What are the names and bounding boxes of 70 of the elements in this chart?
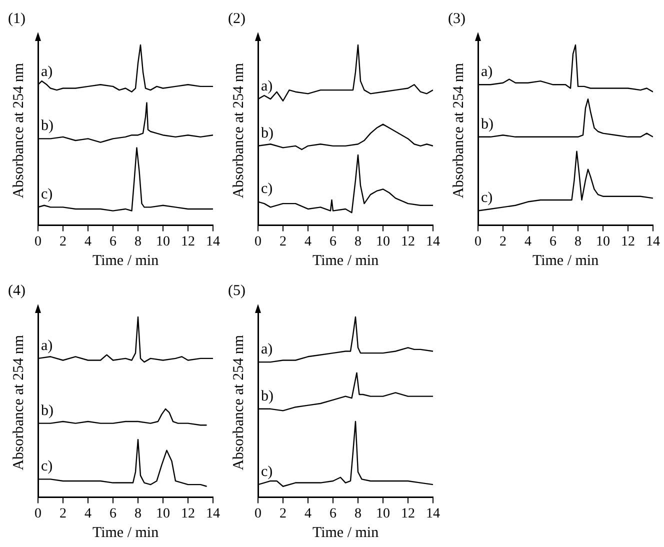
series-label: c)	[41, 186, 53, 203]
series-label: b)	[261, 125, 274, 142]
x-tick-label: 2	[60, 506, 66, 522]
x-tick-label: 12	[621, 234, 635, 250]
x-tick-label: 6	[550, 234, 556, 250]
x-tick-label: 4	[524, 234, 532, 250]
series-label: a)	[261, 341, 273, 358]
series-label: b)	[481, 116, 494, 132]
x-axis-title: Time / min	[532, 252, 600, 269]
x-tick-label: 6	[110, 506, 116, 522]
x-tick-label: 0	[474, 234, 482, 250]
x-tick-label: 12	[181, 234, 195, 250]
x-axis-title: Time / min	[92, 524, 160, 541]
x-tick-label: 2	[500, 234, 506, 250]
x-tick-label: 2	[280, 234, 286, 250]
x-tick-label: 8	[354, 234, 362, 250]
x-tick-label: 12	[181, 506, 195, 522]
x-tick-label: 4	[84, 234, 92, 250]
series-label: c)	[261, 464, 273, 480]
x-tick-label: 10	[596, 234, 610, 250]
x-tick-label: 2	[60, 234, 66, 250]
y-axis-title: Absorbance at 254 nm	[10, 62, 27, 198]
x-tick-label: 10	[156, 234, 170, 250]
series-label: a)	[261, 78, 273, 95]
x-tick-label: 4	[304, 234, 312, 250]
x-tick-label: 6	[330, 234, 336, 250]
x-tick-label: 14	[426, 234, 440, 250]
x-tick-label: 4	[84, 506, 92, 522]
x-tick-label: 14	[206, 234, 220, 250]
x-tick-label: 10	[376, 506, 390, 522]
x-tick-label: 0	[254, 506, 262, 522]
x-tick-label: 14	[426, 506, 440, 522]
x-tick-label: 8	[574, 234, 582, 250]
chart-title: (3)	[448, 10, 466, 29]
series-label: c)	[481, 190, 493, 206]
series-label: c)	[261, 181, 273, 198]
x-tick-label: 0	[254, 234, 262, 250]
x-tick-label: 2	[280, 506, 286, 522]
x-tick-label: 0	[34, 506, 42, 522]
x-tick-label: 6	[330, 506, 336, 522]
x-tick-label: 6	[110, 234, 116, 250]
series-label: a)	[41, 338, 53, 354]
series-label: a)	[41, 64, 53, 80]
y-axis-title: Absorbance at 254 nm	[230, 334, 247, 470]
series-label: b)	[41, 402, 54, 419]
x-tick-label: 12	[401, 506, 415, 522]
x-tick-label: 12	[401, 234, 415, 250]
chart-title: (4)	[8, 282, 26, 301]
y-axis-title: Absorbance at 254 nm	[10, 334, 27, 470]
x-axis-title: Time / min	[312, 252, 380, 269]
x-tick-label: 8	[354, 506, 362, 522]
x-tick-label: 10	[376, 234, 390, 250]
series-label: b)	[261, 388, 274, 404]
x-tick-label: 8	[134, 234, 142, 250]
x-axis-title: Time / min	[312, 524, 380, 541]
x-tick-label: 14	[206, 506, 220, 522]
chart-title: (2)	[228, 10, 246, 29]
series-label: b)	[41, 118, 54, 134]
x-tick-label: 14	[646, 234, 660, 250]
chart-title: (1)	[8, 10, 26, 29]
series-label: a)	[481, 64, 493, 80]
x-tick-label: 10	[156, 506, 170, 522]
x-tick-label: 8	[134, 506, 142, 522]
x-tick-label: 4	[304, 506, 312, 522]
x-tick-label: 0	[34, 234, 42, 250]
chart-title: (5)	[228, 282, 246, 301]
x-axis-title: Time / min	[92, 252, 160, 269]
y-axis-title: Absorbance at 254 nm	[450, 62, 467, 198]
series-label: c)	[41, 458, 53, 475]
y-axis-title: Absorbance at 254 nm	[230, 62, 247, 198]
